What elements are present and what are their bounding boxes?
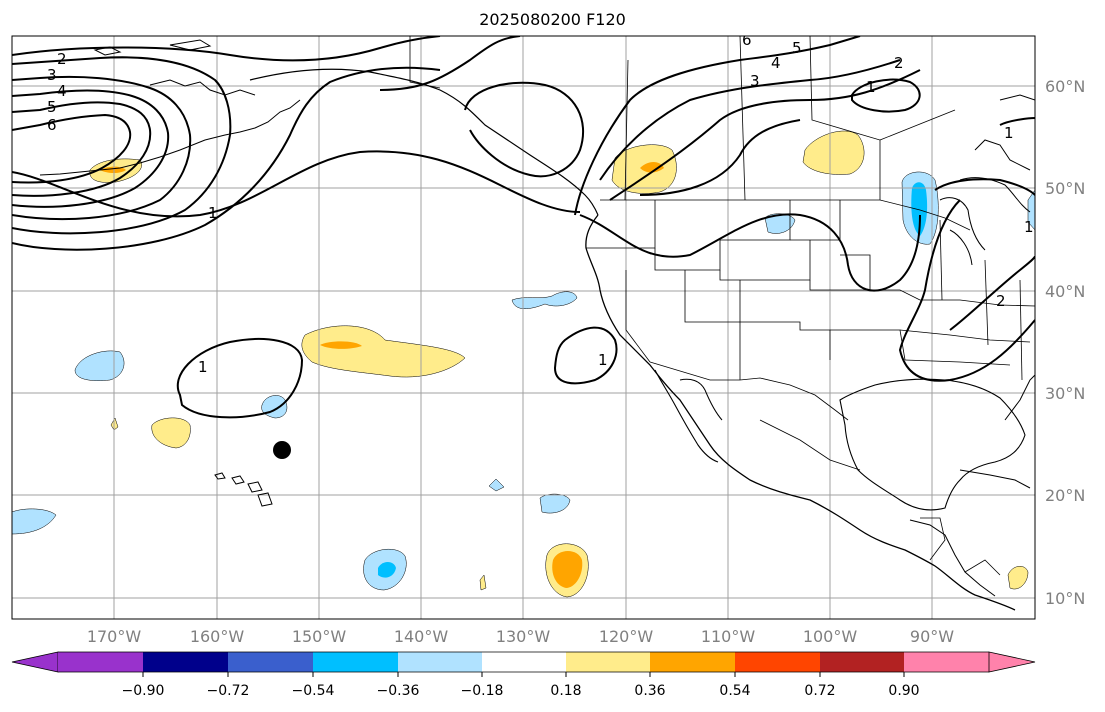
lat-label: 60°N [1045, 77, 1085, 96]
lat-label: 40°N [1045, 282, 1085, 301]
colorbar-tick-label: −0.36 [377, 683, 420, 699]
colorbar-tick-label: 0.54 [719, 683, 750, 699]
lon-label: 150°W [292, 627, 347, 646]
map-title: 2025080200 F120 [479, 10, 626, 29]
colorbar-tick-label: −0.72 [207, 683, 250, 699]
contour-label: 4 [771, 54, 781, 72]
colorbar-segment [904, 652, 989, 672]
anomaly-shading [12, 130, 1035, 598]
colorbar-segment [482, 652, 566, 672]
coastlines [39, 39, 1035, 611]
lat-label: 50°N [1045, 179, 1085, 198]
contour-label: 6 [47, 116, 57, 134]
contour-label: 5 [47, 98, 57, 116]
lon-label: 140°W [394, 627, 449, 646]
contour-label: 6 [742, 31, 752, 49]
colorbar-tick-label: 0.36 [634, 683, 665, 699]
contour-label-group: 2 3 4 5 6 1 1 1 1 1 6 5 4 3 2 1 2 [47, 31, 1034, 376]
map-frame [11, 35, 1036, 620]
latitude-labels: 60°N 50°N 40°N 30°N 20°N 10°N [1045, 77, 1085, 608]
lat-label: 20°N [1045, 486, 1085, 505]
lon-label: 90°W [910, 627, 954, 646]
colorbar-tick-label: 0.18 [550, 683, 581, 699]
colorbar: −0.90 −0.72 −0.54 −0.36 −0.18 0.18 0.36 … [11, 651, 1036, 699]
contour-label: 1 [208, 204, 218, 222]
colorbar-segment [735, 652, 820, 672]
lon-label: 100°W [803, 627, 858, 646]
lon-label: 170°W [87, 627, 142, 646]
contour-label: 2 [57, 50, 67, 68]
political-borders [409, 36, 1035, 576]
graticule [12, 36, 1035, 619]
colorbar-tick-label: 0.72 [804, 683, 835, 699]
contour-label: 1 [598, 351, 608, 369]
colorbar-tick-label: −0.18 [461, 683, 504, 699]
colorbar-tick-label: 0.90 [888, 683, 919, 699]
contour-label: 1 [1004, 124, 1014, 142]
colorbar-segment [228, 652, 313, 672]
contour-label: 3 [47, 66, 57, 84]
storm-center-marker [273, 441, 291, 459]
contour-label: 2 [996, 292, 1006, 310]
colorbar-segment [650, 652, 735, 672]
lon-label: 110°W [701, 627, 756, 646]
longitude-labels: 170°W 160°W 150°W 140°W 130°W 120°W 110°… [87, 627, 954, 646]
colorbar-tick-label: −0.54 [292, 683, 335, 699]
colorbar-segment [143, 652, 228, 672]
contour-label: 1 [1024, 218, 1034, 236]
colorbar-segment [566, 652, 650, 672]
contour-label: 3 [750, 72, 760, 90]
lon-label: 120°W [599, 627, 654, 646]
colorbar-upper-extension [988, 651, 1036, 673]
colorbar-segment [820, 652, 904, 672]
colorbar-segment [58, 652, 143, 672]
contour-label: 2 [894, 54, 904, 72]
lat-label: 30°N [1045, 384, 1085, 403]
lon-label: 160°W [190, 627, 245, 646]
contour-label: 1 [866, 78, 876, 96]
colorbar-tick-label: −0.90 [122, 683, 165, 699]
contour-label: 5 [792, 39, 802, 57]
lon-label: 130°W [496, 627, 551, 646]
colorbar-segment [313, 652, 398, 672]
contour-label: 4 [57, 82, 67, 100]
contour-label: 1 [198, 358, 208, 376]
colorbar-lower-extension [11, 651, 59, 673]
colorbar-segment [398, 652, 482, 672]
contour-lines [12, 36, 1035, 419]
lat-label: 10°N [1045, 589, 1085, 608]
